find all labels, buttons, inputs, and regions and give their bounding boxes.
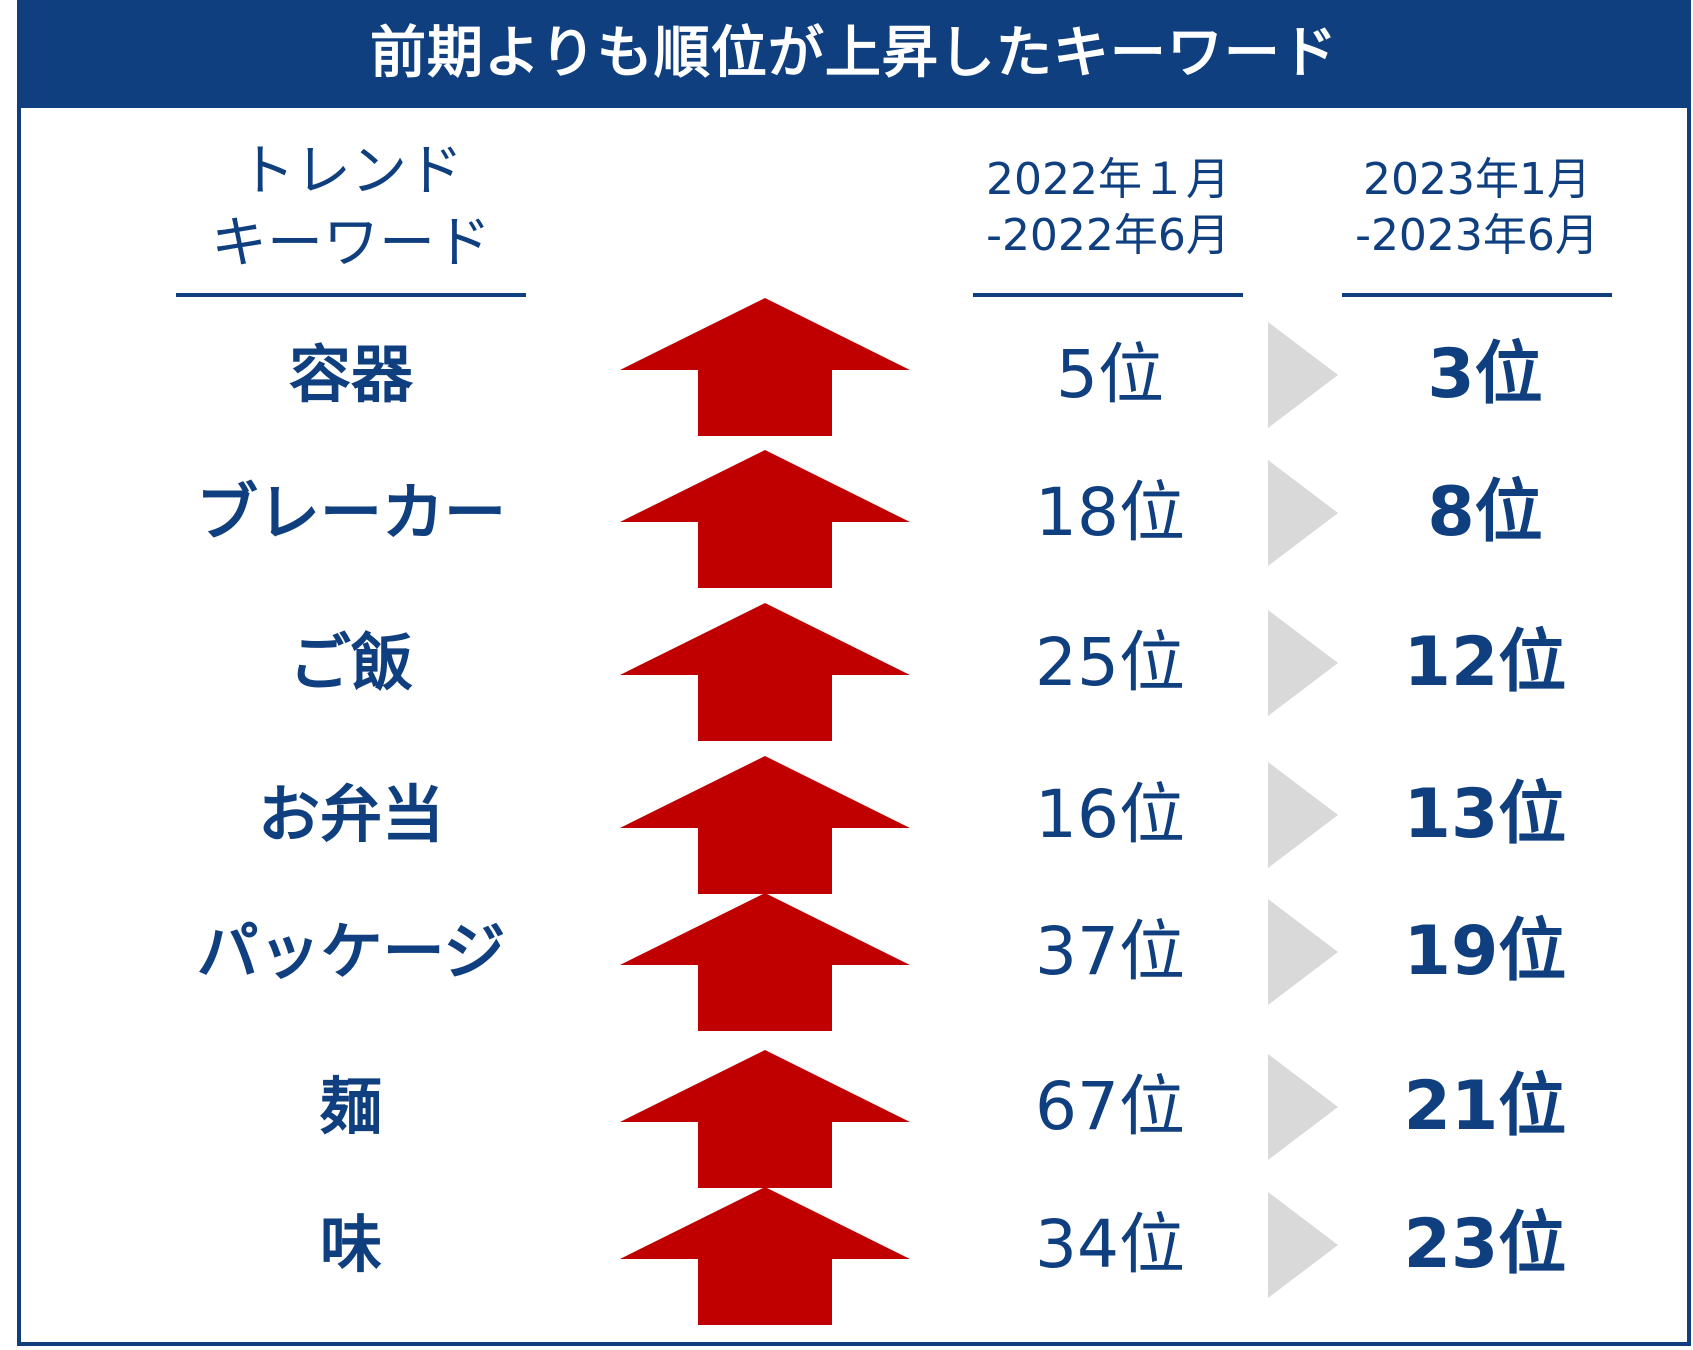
keyword-label: 味	[319, 1208, 382, 1281]
triangle-right-icon	[1268, 610, 1338, 716]
keyword-label: お弁当	[257, 778, 444, 851]
keyword-label: 容器	[288, 338, 413, 411]
triangle-right-icon	[1268, 460, 1338, 566]
up-arrow-icon	[620, 603, 910, 741]
rank-prev-value: 67位	[1035, 1068, 1185, 1145]
up-arrow-icon	[620, 450, 910, 588]
up-arrow-icon	[620, 756, 910, 894]
rank-cur-value: 3位	[1427, 335, 1543, 414]
keyword-label: ご飯	[288, 626, 413, 699]
panel-title: 前期よりも順位が上昇したキーワード	[17, 0, 1691, 108]
rank-prev-value: 34位	[1035, 1206, 1185, 1283]
up-arrow-icon	[620, 298, 910, 436]
triangle-right-icon	[1268, 1054, 1338, 1160]
header-period-cur: 2023年1月 -2023年6月	[1355, 154, 1599, 261]
header-underline-keyword	[176, 293, 526, 297]
header-period-prev: 2022年１月 -2022年6月	[986, 154, 1230, 261]
rank-cur-value: 13位	[1403, 775, 1567, 854]
header-keyword: トレンド キーワード	[211, 139, 491, 276]
triangle-right-icon	[1268, 762, 1338, 868]
triangle-right-icon	[1268, 1192, 1338, 1298]
triangle-right-icon	[1268, 899, 1338, 1005]
up-arrow-icon	[620, 893, 910, 1031]
up-arrow-icon	[620, 1050, 910, 1188]
rank-cur-value: 21位	[1403, 1067, 1567, 1146]
keyword-label: パッケージ	[196, 915, 506, 988]
rank-prev-value: 5位	[1056, 336, 1164, 413]
rank-cur-value: 8位	[1427, 473, 1543, 552]
header-underline-prev	[973, 293, 1243, 297]
keyword-label: ブレーカー	[195, 476, 506, 549]
triangle-right-icon	[1268, 322, 1338, 428]
rank-prev-value: 25位	[1035, 624, 1185, 701]
rank-prev-value: 16位	[1035, 776, 1185, 853]
keyword-label: 麺	[319, 1070, 382, 1143]
header-underline-cur	[1342, 293, 1612, 297]
rank-prev-value: 18位	[1035, 474, 1185, 551]
rank-cur-value: 23位	[1403, 1205, 1567, 1284]
rank-cur-value: 12位	[1403, 623, 1567, 702]
up-arrow-icon	[620, 1187, 910, 1325]
rank-prev-value: 37位	[1035, 913, 1185, 990]
rank-cur-value: 19位	[1403, 912, 1567, 991]
